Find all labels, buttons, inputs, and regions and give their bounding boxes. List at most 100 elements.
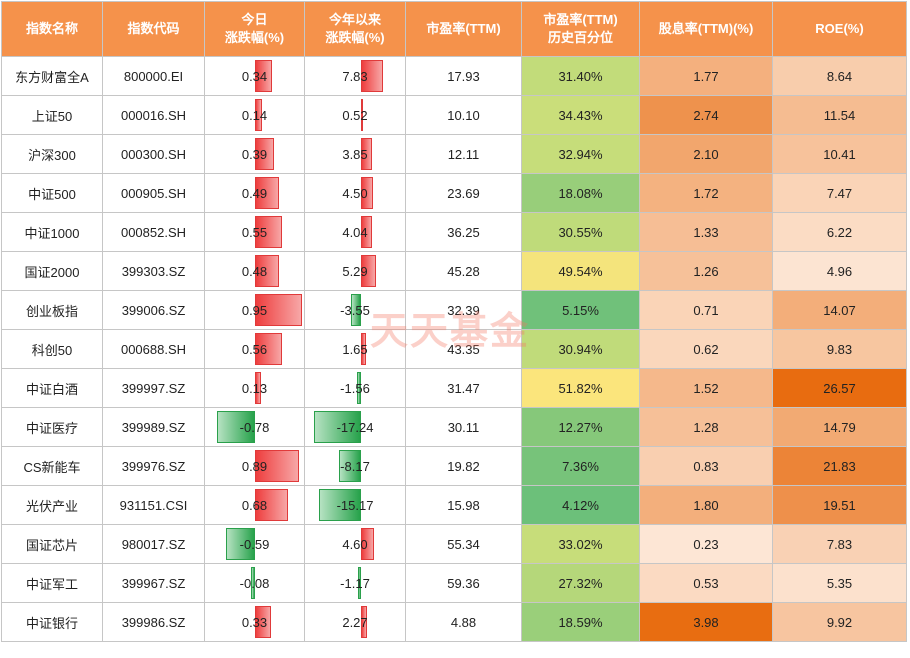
pe-percentile-cell: 33.02% [521,524,640,564]
change-bar [361,606,368,638]
roe-cell: 26.57 [772,368,907,408]
table-row: CS新能车 399976.SZ 0.89 -8.17 19.82 7.36% 0.83 21.… [1,446,907,486]
ytd-change-cell: 7.83 [304,56,406,96]
change-bar [361,333,366,365]
column-header-text: 涨跌幅(%) [325,30,385,45]
change-bar [226,528,255,560]
dividend-yield-cell: 2.10 [639,134,773,174]
index-name-cell: 中证白酒 [1,368,103,408]
today-change-cell: 0.48 [204,251,305,291]
change-bar [255,450,299,482]
column-header: 股息率(TTM)(%) [639,1,773,57]
pe-cell: 12.11 [405,134,522,174]
change-value: 0.13 [241,380,268,396]
index-name-cell: 光伏产业 [1,485,103,525]
change-bar [251,567,255,599]
index-valuation-table: 指数名称 指数代码 今日涨跌幅(%) 今年以来涨跌幅(%) 市盈率(TTM) 市盈率(TT… [1,1,907,642]
pe-percentile-cell: 18.59% [521,602,640,642]
column-header: 今年以来涨跌幅(%) [304,1,406,57]
column-header-text: 历史百分位 [547,30,613,45]
change-value: 1.65 [342,341,368,357]
pe-percentile-cell: 4.12% [521,485,640,525]
column-header-text: 指数名称 [25,21,78,36]
change-value: 0.34 [241,68,268,84]
pe-cell: 59.36 [405,563,522,603]
change-value: -0.78 [239,419,270,435]
change-bar [319,489,361,521]
roe-cell: 9.83 [772,329,907,369]
pe-percentile-cell: 12.27% [521,407,640,447]
roe-cell: 7.83 [772,524,907,564]
table-row: 中证军工 399967.SZ -0.08 -1.17 59.36 27.32% 0.53 5.… [1,563,907,603]
table-row: 中证1000 000852.SH 0.55 4.04 36.25 30.55% 1.33 6.… [1,212,907,252]
table-row: 中证500 000905.SH 0.49 4.50 23.69 18.08% 1.72 7.4… [1,173,907,213]
ytd-change-cell: 4.50 [304,173,406,213]
change-bar [357,567,361,599]
roe-cell: 21.83 [772,446,907,486]
change-value: 0.68 [241,497,268,513]
dividend-yield-cell: 1.26 [639,251,773,291]
table-row: 沪深300 000300.SH 0.39 3.85 12.11 32.94% 2.10 10.… [1,134,907,174]
change-value: 3.85 [342,146,368,162]
today-change-cell: 0.56 [204,329,305,369]
index-name-cell: 中证500 [1,173,103,213]
roe-cell: 5.35 [772,563,907,603]
pe-cell: 55.34 [405,524,522,564]
column-header-text: 指数代码 [127,21,180,36]
index-code-cell: 800000.EI [102,56,205,96]
today-change-cell: 0.39 [204,134,305,174]
today-change-cell: 0.34 [204,56,305,96]
index-code-cell: 000688.SH [102,329,205,369]
pe-cell: 36.25 [405,212,522,252]
change-value: 0.55 [241,224,268,240]
column-header-text: 今年以来 [328,12,381,27]
pe-cell: 10.10 [405,95,522,135]
index-code-cell: 399303.SZ [102,251,205,291]
change-bar [361,60,383,92]
column-header-text: 股息率(TTM)(%) [658,21,754,36]
change-value: 0.39 [241,146,268,162]
column-header: 市盈率(TTM) 历史百分位 [521,1,640,57]
column-header-text: 市盈率(TTM) [426,21,501,36]
dividend-yield-cell: 0.83 [639,446,773,486]
change-bar [255,138,275,170]
pe-cell: 43.35 [405,329,522,369]
table-row: 中证银行 399986.SZ 0.33 2.27 4.88 18.59% 3.98 9.92 [1,602,907,642]
column-header-text: ROE(%) [815,21,864,36]
index-code-cell: 399989.SZ [102,407,205,447]
dividend-yield-cell: 1.28 [639,407,773,447]
change-value: 7.83 [342,68,368,84]
index-name-cell: 国证芯片 [1,524,103,564]
change-value: 0.33 [241,614,268,630]
index-code-cell: 000016.SH [102,95,205,135]
pe-cell: 32.39 [405,290,522,330]
today-change-cell: -0.08 [204,563,305,603]
pe-percentile-cell: 51.82% [521,368,640,408]
change-bar [255,489,289,521]
change-value: 0.95 [241,302,268,318]
change-value: 0.56 [241,341,268,357]
ytd-change-cell: 4.60 [304,524,406,564]
change-value: -15.17 [336,497,374,513]
index-code-cell: 399997.SZ [102,368,205,408]
ytd-change-cell: 5.29 [304,251,406,291]
index-code-cell: 399976.SZ [102,446,205,486]
pe-cell: 31.47 [405,368,522,408]
pe-percentile-cell: 27.32% [521,563,640,603]
today-change-cell: 0.33 [204,602,305,642]
ytd-change-cell: 2.27 [304,602,406,642]
table-row: 光伏产业 931151.CSI 0.68 -15.17 15.98 4.12% 1.80 19… [1,485,907,525]
roe-cell: 14.07 [772,290,907,330]
column-header-text: 今日 [241,12,268,27]
index-code-cell: 399967.SZ [102,563,205,603]
dividend-yield-cell: 1.52 [639,368,773,408]
change-value: -1.17 [340,575,370,591]
today-change-cell: 0.49 [204,173,305,213]
roe-cell: 6.22 [772,212,907,252]
pe-cell: 30.11 [405,407,522,447]
change-bar [255,177,279,209]
change-value: -17.24 [336,419,374,435]
roe-cell: 8.64 [772,56,907,96]
table-row: 东方财富全A 800000.EI 0.34 7.83 17.93 31.40% 1.77 8.… [1,56,907,96]
pe-cell: 45.28 [405,251,522,291]
